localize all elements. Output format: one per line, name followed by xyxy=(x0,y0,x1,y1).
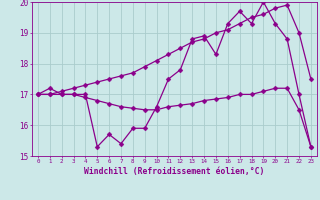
X-axis label: Windchill (Refroidissement éolien,°C): Windchill (Refroidissement éolien,°C) xyxy=(84,167,265,176)
